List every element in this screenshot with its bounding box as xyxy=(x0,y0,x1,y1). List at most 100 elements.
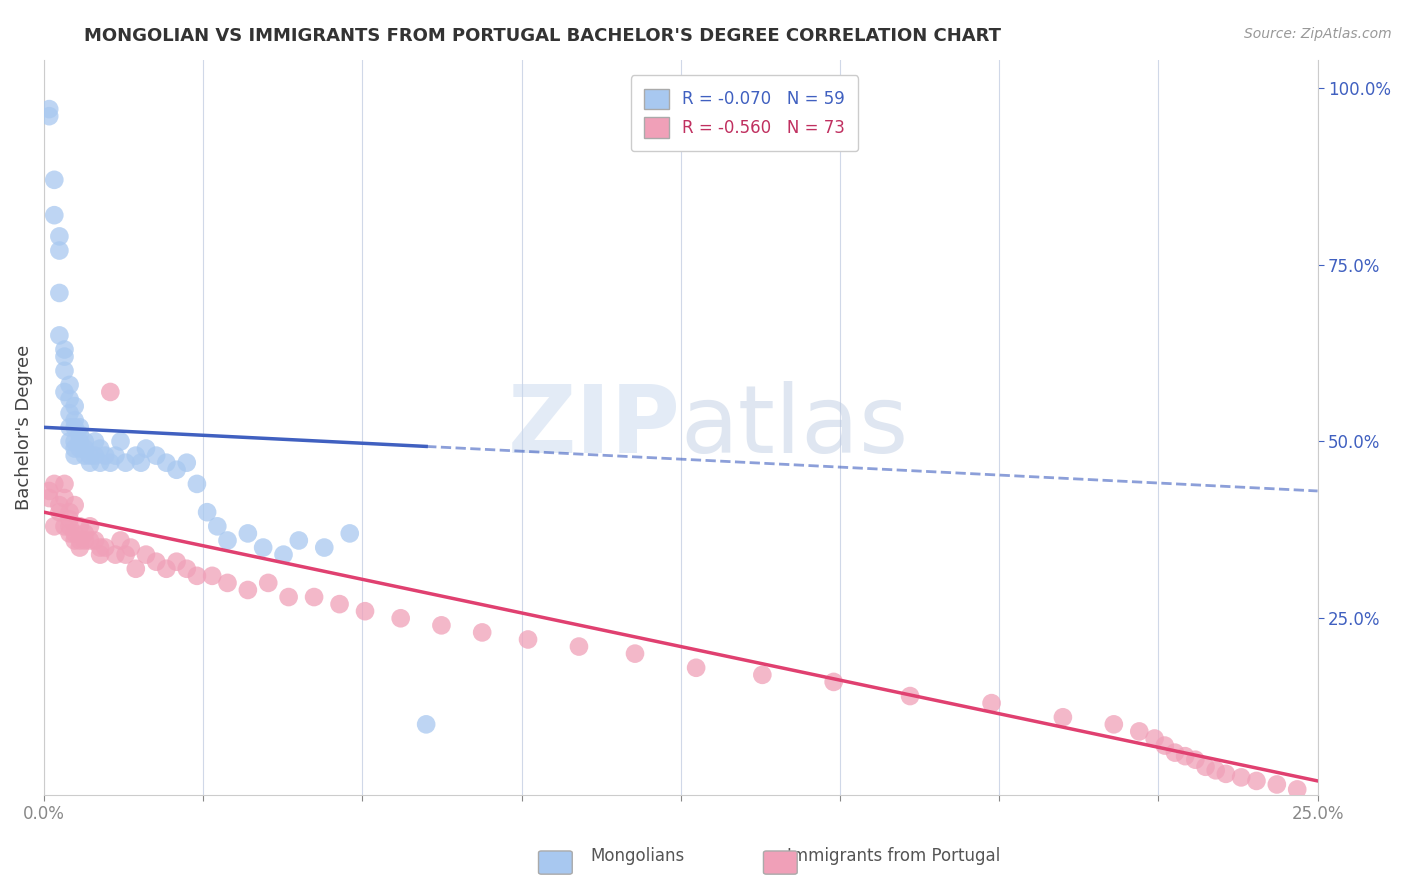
Point xyxy=(53,384,76,399)
Point xyxy=(176,562,198,576)
Point xyxy=(73,526,96,541)
Point xyxy=(63,526,86,541)
Y-axis label: Bachelor's Degree: Bachelor's Degree xyxy=(15,344,32,510)
Point xyxy=(58,519,80,533)
Point xyxy=(69,533,91,548)
Point xyxy=(69,420,91,434)
Point xyxy=(44,208,66,222)
Point xyxy=(73,533,96,548)
Point xyxy=(110,434,132,449)
Text: Mongolians: Mongolians xyxy=(591,847,685,865)
Point xyxy=(236,582,259,597)
Point xyxy=(217,575,239,590)
Point xyxy=(58,512,80,526)
Point xyxy=(314,541,336,555)
Point xyxy=(751,668,773,682)
Point xyxy=(624,647,647,661)
Point xyxy=(38,491,60,505)
Point xyxy=(114,548,136,562)
Point xyxy=(302,590,325,604)
Point xyxy=(58,505,80,519)
Point xyxy=(58,378,80,392)
Point xyxy=(44,519,66,533)
Point xyxy=(415,717,437,731)
Point xyxy=(53,476,76,491)
Point xyxy=(389,611,412,625)
Point xyxy=(73,434,96,449)
Point xyxy=(1286,782,1309,797)
Point xyxy=(1164,746,1187,760)
Point xyxy=(129,456,152,470)
Point xyxy=(63,413,86,427)
Point xyxy=(94,541,117,555)
Point xyxy=(104,548,127,562)
Point xyxy=(354,604,377,618)
Point xyxy=(84,434,107,449)
Point xyxy=(73,449,96,463)
Text: MONGOLIAN VS IMMIGRANTS FROM PORTUGAL BACHELOR'S DEGREE CORRELATION CHART: MONGOLIAN VS IMMIGRANTS FROM PORTUGAL BA… xyxy=(84,27,1001,45)
Point xyxy=(155,456,177,470)
Point xyxy=(63,420,86,434)
Legend: R = -0.070   N = 59, R = -0.560   N = 73: R = -0.070 N = 59, R = -0.560 N = 73 xyxy=(630,75,859,151)
Point xyxy=(339,526,361,541)
Point xyxy=(898,689,921,703)
Point xyxy=(288,533,311,548)
Point xyxy=(69,427,91,442)
Point xyxy=(176,456,198,470)
Point xyxy=(1128,724,1150,739)
Text: atlas: atlas xyxy=(681,382,910,474)
Point xyxy=(89,548,111,562)
Point xyxy=(58,434,80,449)
Point xyxy=(53,519,76,533)
Point xyxy=(94,449,117,463)
Point xyxy=(430,618,453,632)
Point xyxy=(48,244,70,258)
Text: Source: ZipAtlas.com: Source: ZipAtlas.com xyxy=(1244,27,1392,41)
Point xyxy=(44,476,66,491)
Point xyxy=(48,229,70,244)
Point xyxy=(135,548,157,562)
Point xyxy=(53,343,76,357)
Point xyxy=(1184,753,1206,767)
Point xyxy=(69,434,91,449)
Point xyxy=(69,442,91,456)
Point xyxy=(207,519,229,533)
Point xyxy=(69,541,91,555)
Point xyxy=(58,406,80,420)
Point xyxy=(166,463,188,477)
Point xyxy=(58,420,80,434)
Point xyxy=(89,456,111,470)
Point xyxy=(145,555,167,569)
Point xyxy=(217,533,239,548)
Point xyxy=(73,442,96,456)
Point xyxy=(155,562,177,576)
Point xyxy=(63,449,86,463)
Point xyxy=(257,575,280,590)
Point xyxy=(63,434,86,449)
Point xyxy=(48,505,70,519)
Point xyxy=(79,533,101,548)
Point xyxy=(79,456,101,470)
Point xyxy=(89,541,111,555)
Point xyxy=(517,632,540,647)
Point xyxy=(38,483,60,498)
Point xyxy=(1102,717,1125,731)
Point xyxy=(195,505,218,519)
Point xyxy=(1215,767,1237,781)
Point xyxy=(63,498,86,512)
Point xyxy=(125,562,148,576)
Point xyxy=(53,350,76,364)
Point xyxy=(53,491,76,505)
Point xyxy=(44,173,66,187)
Point xyxy=(823,674,845,689)
Point xyxy=(1194,760,1216,774)
Point xyxy=(166,555,188,569)
Point xyxy=(114,456,136,470)
Point xyxy=(1143,731,1166,746)
Point xyxy=(48,498,70,512)
Point xyxy=(568,640,591,654)
Point xyxy=(980,696,1002,710)
Point xyxy=(104,449,127,463)
Point xyxy=(1230,771,1253,785)
Point xyxy=(236,526,259,541)
